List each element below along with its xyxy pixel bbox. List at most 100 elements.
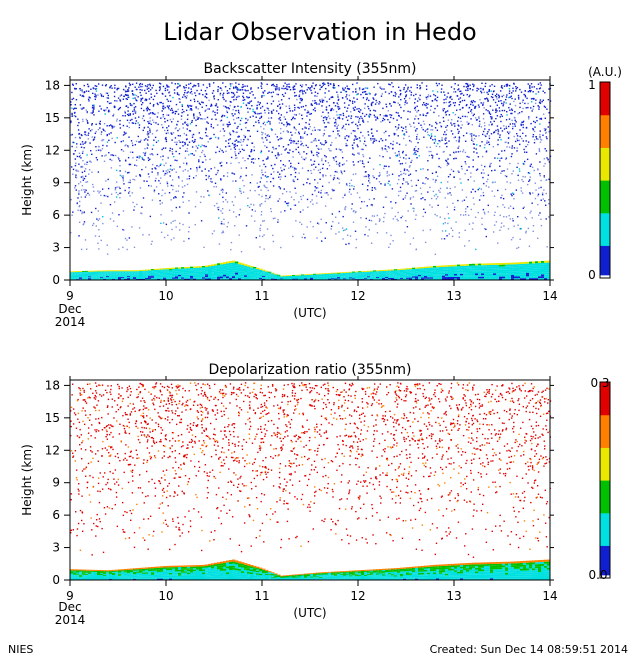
heatmap-point: [391, 188, 394, 190]
heatmap-point: [549, 100, 552, 102]
heatmap-point: [438, 83, 440, 85]
heatmap-cell: [463, 278, 467, 280]
heatmap-cell: [406, 271, 410, 273]
heatmap-point: [389, 121, 391, 123]
heatmap-point: [541, 192, 544, 194]
heatmap-point: [478, 187, 481, 190]
heatmap-point: [324, 205, 327, 207]
heatmap-point: [478, 120, 481, 123]
heatmap-cell: [115, 277, 119, 279]
heatmap-point: [87, 134, 89, 136]
heatmap-point: [337, 106, 340, 108]
heatmap-cell: [298, 276, 302, 278]
heatmap-cell: [175, 270, 179, 272]
heatmap-cell: [256, 267, 260, 270]
heatmap-point: [92, 222, 95, 225]
heatmap-point: [183, 94, 185, 96]
heatmap-point: [517, 179, 520, 181]
heatmap-point: [238, 214, 241, 216]
heatmap-point: [352, 147, 354, 149]
heatmap-cell: [508, 262, 512, 265]
heatmap-point: [184, 143, 187, 145]
heatmap-point: [539, 130, 541, 132]
heatmap-point: [381, 139, 384, 142]
heatmap-cell: [514, 262, 518, 265]
heatmap-point: [324, 154, 326, 157]
heatmap-cell: [154, 274, 158, 276]
heatmap-point: [256, 104, 258, 107]
heatmap-point: [274, 88, 277, 90]
heatmap-point: [539, 82, 542, 84]
heatmap-cell: [160, 271, 164, 274]
heatmap-point: [318, 163, 320, 166]
heatmap-point: [196, 168, 198, 170]
heatmap-point: [71, 115, 73, 117]
heatmap-point: [84, 131, 86, 133]
heatmap-point: [186, 178, 188, 180]
heatmap-point: [528, 116, 530, 118]
heatmap-point: [508, 90, 511, 92]
heatmap-cell: [520, 272, 524, 275]
heatmap-point: [147, 84, 149, 86]
heatmap-cell: [166, 272, 170, 275]
heatmap-point: [499, 214, 501, 217]
heatmap-cell: [457, 269, 461, 271]
heatmap-point: [154, 113, 156, 115]
heatmap-point: [185, 134, 188, 136]
heatmap-point: [393, 101, 395, 103]
heatmap-point: [175, 226, 177, 228]
heatmap-point: [350, 208, 353, 210]
heatmap-point: [516, 150, 518, 152]
heatmap-point: [225, 100, 227, 102]
heatmap-point: [535, 93, 537, 95]
heatmap-cell: [73, 276, 77, 278]
heatmap-cell: [277, 277, 281, 279]
heatmap-point: [88, 100, 90, 102]
heatmap-point: [427, 160, 429, 162]
heatmap-cell: [202, 272, 206, 275]
heatmap-point: [73, 141, 75, 144]
heatmap-point: [505, 119, 508, 121]
heatmap-cell: [331, 273, 335, 275]
heatmap-point: [348, 88, 351, 90]
heatmap-point: [316, 95, 318, 98]
heatmap-cell: [196, 273, 200, 275]
heatmap-point: [149, 117, 151, 119]
heatmap-point: [461, 99, 464, 102]
heatmap-point: [237, 125, 239, 128]
heatmap-point: [154, 167, 156, 169]
heatmap-point: [293, 167, 296, 169]
heatmap-cell: [259, 276, 263, 278]
heatmap-point: [464, 229, 466, 232]
heatmap-point: [168, 105, 171, 107]
heatmap-point: [434, 99, 436, 101]
heatmap-cell: [220, 262, 224, 265]
heatmap-cell: [103, 272, 107, 274]
heatmap-cell: [121, 278, 125, 280]
heatmap-point: [122, 124, 125, 127]
heatmap-cell: [142, 270, 146, 272]
heatmap-point: [359, 160, 362, 162]
heatmap-point: [102, 139, 105, 141]
heatmap-point: [147, 139, 149, 141]
heatmap-point: [508, 125, 510, 128]
heatmap-point: [530, 98, 533, 100]
heatmap-cell: [451, 272, 455, 274]
heatmap-cell: [103, 273, 107, 275]
heatmap-point: [287, 202, 290, 204]
heatmap-point: [395, 93, 397, 95]
heatmap-point: [167, 156, 169, 159]
heatmap-point: [146, 85, 148, 88]
heatmap-point: [519, 143, 521, 146]
heatmap-point: [494, 157, 496, 159]
heatmap-point: [490, 133, 493, 135]
heatmap-point: [400, 170, 402, 173]
heatmap-point: [314, 107, 316, 109]
heatmap-point: [444, 197, 446, 199]
heatmap-cell: [319, 278, 323, 280]
heatmap-point: [81, 95, 83, 97]
heatmap-cell: [355, 274, 359, 275]
heatmap-point: [71, 83, 74, 85]
heatmap-cell: [514, 264, 518, 266]
heatmap-point: [104, 155, 106, 157]
